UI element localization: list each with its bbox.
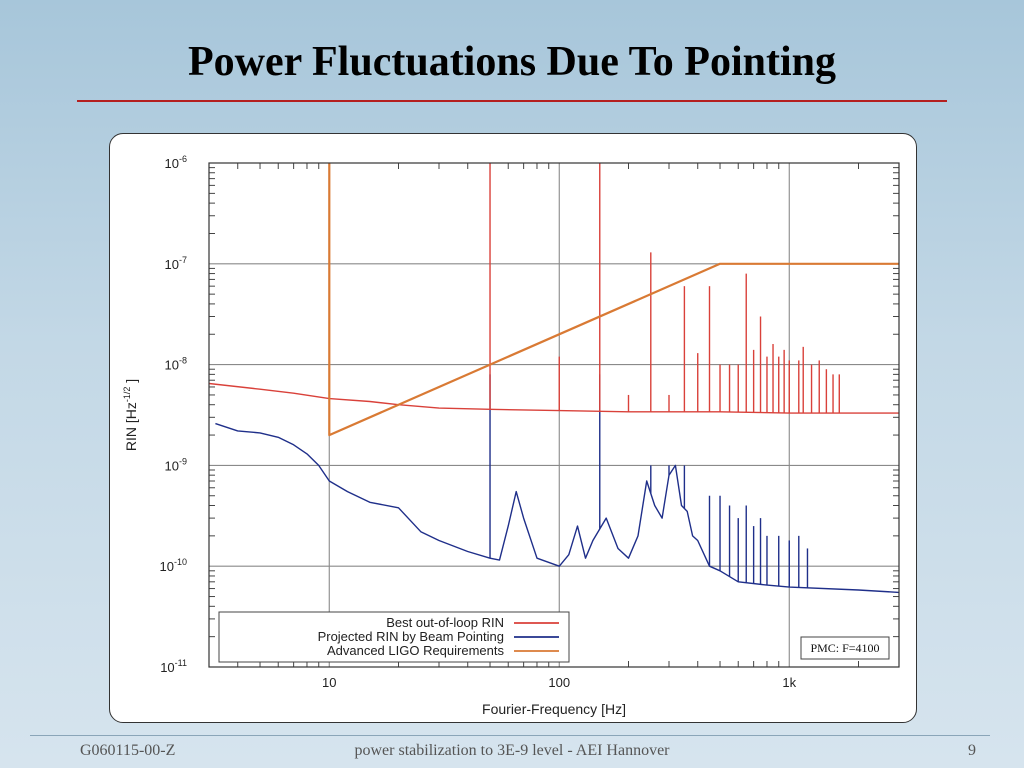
y-tick-label: 10-10 — [160, 557, 187, 574]
footer-divider — [30, 735, 990, 736]
slide-title: Power Fluctuations Due To Pointing — [188, 39, 836, 85]
y-tick-label: 10-11 — [160, 658, 187, 675]
footer-title: power stabilization to 3E-9 level - AEI … — [354, 742, 670, 759]
ligo-requirements-line — [328, 163, 899, 437]
rin-chart: 10 100 1k 10-6 10-7 10-8 10-9 10-10 10-11 Best o… — [122, 154, 900, 717]
legend-box — [218, 611, 570, 663]
title-divider — [77, 100, 947, 102]
y-axis-title: RIN [Hz-1/2 ] — [122, 379, 139, 451]
legend-label-ligo-requirements: Advanced LIGO Requirements — [327, 643, 505, 658]
best-rin-line — [209, 382, 899, 414]
annotation-box — [800, 636, 890, 660]
plot-border — [208, 162, 900, 668]
pmc-annotation: PMC: F=4100 — [810, 641, 879, 655]
chart-frame: 10 100 1k 10-6 10-7 10-8 10-9 10-10 10-11 Best o… — [109, 133, 917, 723]
x-tick-label: 100 — [548, 675, 570, 690]
legend-label-projected-rin: Projected RIN by Beam Pointing — [318, 629, 504, 644]
legend: Best out-of-loop RIN Projected RIN by Be… — [218, 611, 570, 663]
page-number: 9 — [968, 742, 976, 759]
legend-label-best-rin: Best out-of-loop RIN — [386, 615, 504, 630]
plot-area — [209, 163, 899, 667]
tick-labels: 10 100 1k 10-6 10-7 10-8 10-9 10-10 10-11 — [160, 154, 797, 690]
y-tick-label: 10-7 — [165, 255, 187, 272]
x-tick-label: 1k — [782, 675, 796, 690]
y-tick-label: 10-9 — [165, 456, 187, 473]
projected-rin-line — [215, 422, 899, 594]
x-axis-title: Fourier-Frequency [Hz] — [482, 701, 626, 717]
y-tick-label: 10-6 — [165, 154, 187, 171]
x-tick-label: 10 — [322, 675, 336, 690]
y-tick-label: 10-8 — [165, 356, 187, 373]
footer-document-id: G060115-00-Z — [80, 742, 176, 759]
series-layer — [209, 163, 899, 594]
